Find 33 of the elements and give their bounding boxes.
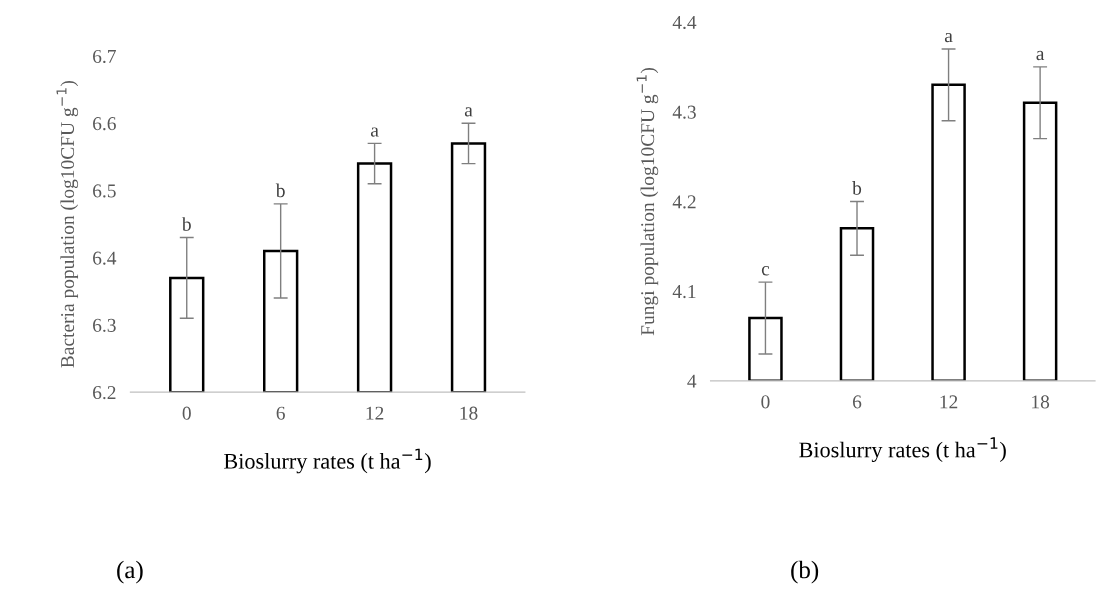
x-tick-label: 12: [366, 406, 384, 420]
y-tick-label: 4: [687, 374, 697, 388]
annotation: a: [1036, 50, 1045, 61]
x-tick-label: 18: [460, 406, 478, 420]
y-tick-label: 4.1: [672, 285, 696, 299]
text: (b): [791, 560, 819, 584]
x-tick-label: 6: [276, 406, 285, 420]
y-tick-label: 4.2: [672, 195, 696, 209]
x-tick-label: 12: [940, 395, 958, 409]
x-tick-label: 0: [182, 406, 191, 420]
annotation: b: [181, 217, 191, 231]
annotation: a: [370, 127, 379, 137]
y-tick-label: 4.3: [672, 105, 696, 119]
y-tick-label: 6.3: [93, 318, 116, 332]
annotation: a: [944, 32, 953, 43]
y-axis-title: Bacteria population (log10CFU g$^{−1}$): [56, 80, 79, 368]
annotation: b: [275, 183, 285, 198]
y-tick-label: 6.6: [93, 117, 116, 131]
x-tick-label: 6: [852, 395, 862, 409]
annotation: c: [761, 266, 770, 276]
x-axis-title: Bioslurry rates (t ha$^{−1}$): [224, 448, 431, 474]
y-tick-label: 6.2: [93, 386, 116, 400]
annotation: a: [464, 107, 473, 117]
text: (a): [117, 560, 143, 584]
y-tick-label: 4.4: [672, 16, 697, 30]
y-tick-label: 6.5: [93, 184, 116, 198]
x-tick-label: 0: [761, 395, 770, 409]
y-tick-label: 6.7: [93, 49, 116, 64]
y-tick-label: 6.4: [93, 251, 117, 265]
x-axis-title: Bioslurry rates (t ha$^{−1}$): [799, 437, 1006, 463]
y-axis-title: Fungi population (log10CFU g$^{−1}$): [636, 67, 659, 336]
annotation: b: [852, 181, 862, 195]
x-tick-label: 18: [1032, 395, 1050, 409]
